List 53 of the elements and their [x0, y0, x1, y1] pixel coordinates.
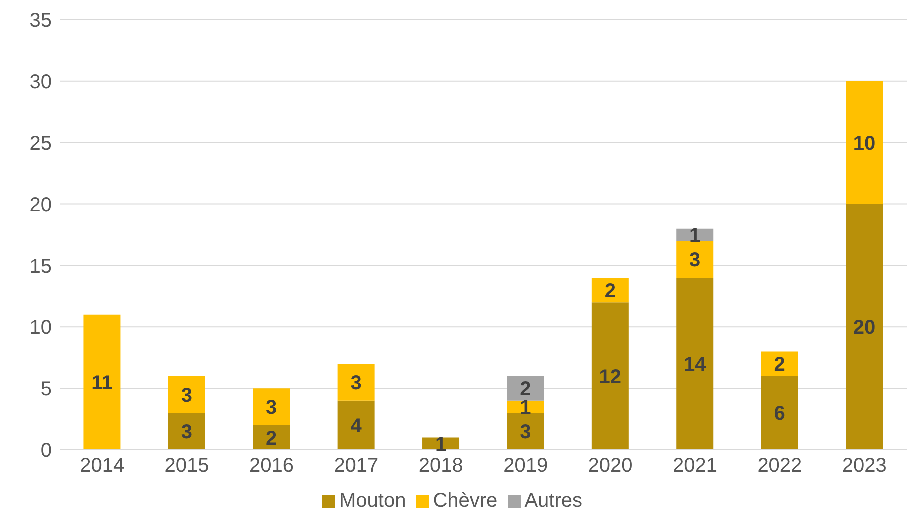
bar [592, 302, 629, 450]
legend-label: Mouton [339, 490, 406, 512]
data-label: 3 [690, 250, 701, 272]
bar [507, 376, 544, 401]
x-tick-label: 2020 [588, 455, 633, 478]
y-tick-label: 30 [30, 72, 52, 94]
data-label: 3 [181, 422, 192, 444]
x-tick-label: 2015 [164, 455, 210, 478]
data-label: 2 [604, 280, 616, 302]
data-label: 12 [599, 366, 622, 388]
bar [761, 376, 798, 450]
data-label: 4 [350, 416, 363, 438]
bar [592, 278, 629, 303]
x-tick-label: 2014 [80, 455, 125, 478]
data-label: 2 [266, 428, 278, 450]
data-label: 2 [774, 354, 786, 376]
bar [507, 413, 544, 450]
data-label: 3 [520, 422, 532, 444]
data-label: 6 [774, 403, 786, 426]
bar [168, 376, 206, 414]
y-tick-label: 20 [30, 194, 52, 216]
bar [676, 241, 714, 278]
y-tick-label: 10 [30, 317, 52, 340]
y-tick-label: 35 [30, 10, 52, 32]
data-label: 3 [350, 372, 362, 395]
bar [676, 278, 714, 450]
x-tick-label: 2018 [418, 455, 464, 478]
bar [168, 413, 206, 450]
legend-label: Autres [524, 490, 582, 512]
data-label: 10 [853, 132, 876, 155]
bar [338, 364, 375, 401]
data-label: 11 [92, 372, 113, 395]
bar [253, 388, 290, 426]
y-tick-label: 0 [40, 440, 52, 462]
y-tick-label: 5 [40, 378, 52, 401]
bar [761, 352, 798, 376]
legend-label: Chèvre [433, 490, 498, 512]
bar [846, 81, 884, 204]
x-tick-label: 2016 [250, 455, 294, 478]
data-label: 3 [181, 384, 192, 407]
x-tick-label: 2019 [504, 455, 548, 478]
x-tick-label: 2021 [673, 455, 718, 478]
bar [338, 400, 375, 450]
bar [846, 204, 884, 450]
y-tick-label: 15 [30, 256, 52, 278]
bar [84, 314, 121, 450]
x-tick-label: 2023 [842, 455, 887, 478]
x-tick-label: 2017 [334, 455, 379, 478]
y-tick-label: 25 [30, 132, 52, 155]
data-label: 3 [266, 397, 278, 420]
data-label: 20 [853, 317, 876, 340]
x-tick-label: 2022 [758, 455, 802, 478]
data-label: 14 [684, 354, 708, 376]
